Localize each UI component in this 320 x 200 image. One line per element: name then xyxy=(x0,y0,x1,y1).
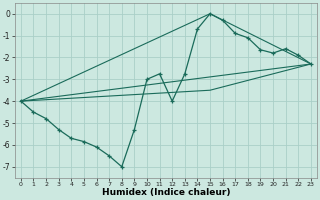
X-axis label: Humidex (Indice chaleur): Humidex (Indice chaleur) xyxy=(102,188,230,197)
